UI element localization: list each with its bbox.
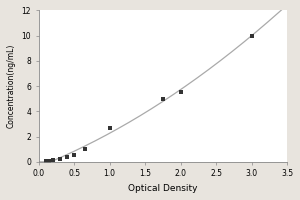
Point [82,148,87,151]
Point [160,97,165,100]
Point [58,157,62,160]
Point [65,155,70,158]
Point [50,158,55,162]
Y-axis label: Concentration(ng/mL): Concentration(ng/mL) [7,44,16,128]
Point [178,91,183,94]
Point [47,159,52,162]
Point [107,126,112,129]
Point [249,34,254,37]
Point [44,160,48,163]
Point [72,153,76,157]
X-axis label: Optical Density: Optical Density [128,184,198,193]
